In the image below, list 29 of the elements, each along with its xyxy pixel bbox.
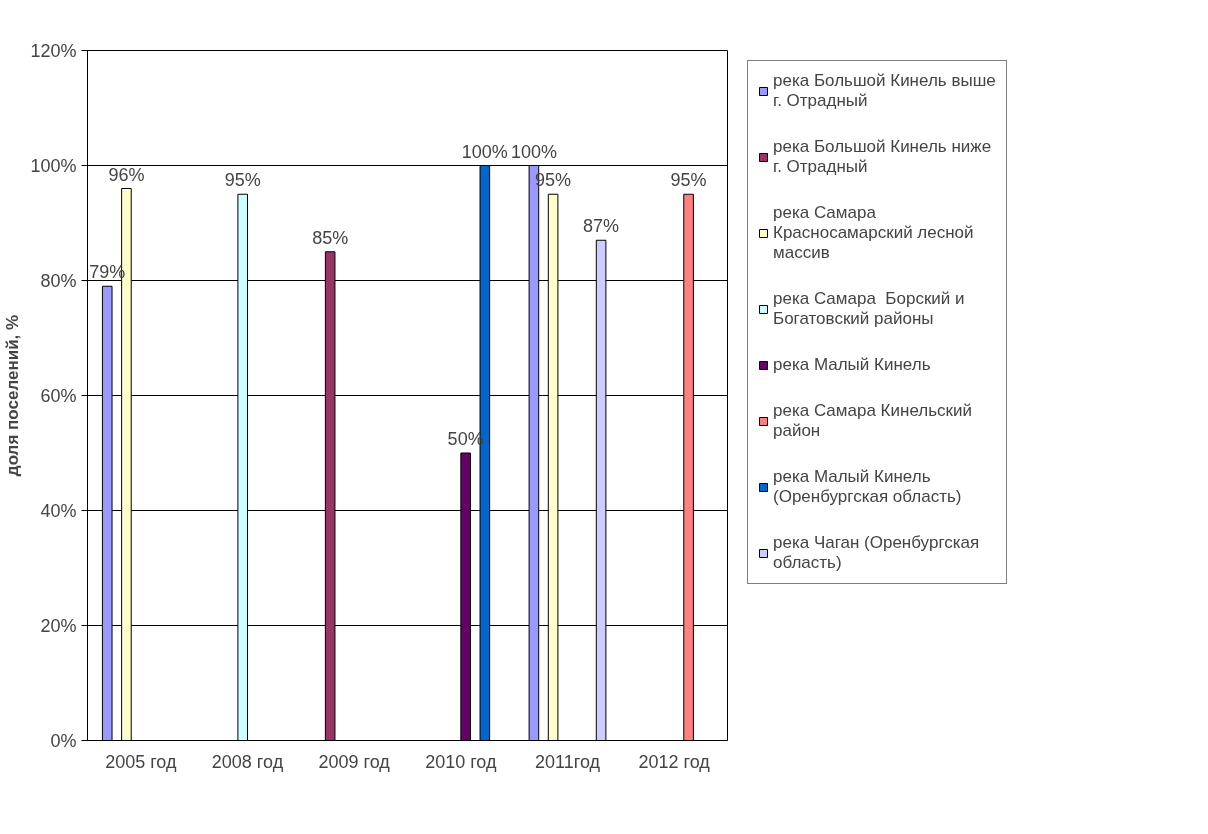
y-tick-label: 80% xyxy=(40,270,77,291)
y-tick-label: 20% xyxy=(40,615,77,636)
x-tick-label: 2012 год xyxy=(638,751,711,772)
data-label: 95% xyxy=(224,170,261,191)
y-tick-label: 40% xyxy=(40,500,77,521)
data-label: 96% xyxy=(108,164,145,185)
y-axis-title: доля поселений, % xyxy=(3,314,23,477)
data-label: 95% xyxy=(670,170,707,191)
y-tick-label: 0% xyxy=(50,730,77,751)
legend-label: река Самара Борский и Богатовский районы xyxy=(773,289,965,329)
x-tick-label: 2009 год xyxy=(318,751,391,772)
data-label: 85% xyxy=(312,227,349,248)
data-label: 87% xyxy=(583,216,620,237)
data-label: 100% xyxy=(510,141,557,162)
legend-label: река Чаган (Оренбургская область) xyxy=(773,533,980,573)
x-tick-label: 2010 год xyxy=(425,751,497,772)
legend-label: река Малый Кинель (Оренбургская область) xyxy=(773,467,962,507)
data-label: 100% xyxy=(461,141,508,162)
legend-label: река Самара Кинельский район xyxy=(773,401,972,441)
legend-label: река Большой Кинель ниже г. Отрадный xyxy=(773,137,992,177)
legend-label: река Большой Кинель выше г. Отрадный xyxy=(773,71,996,111)
x-tick-label: 2005 год xyxy=(105,751,177,772)
legend-label: река Малый Кинель xyxy=(773,355,931,375)
legend-label: река Самара Красносамарский лесной массив xyxy=(773,203,974,263)
x-tick-label: 2011год xyxy=(535,751,601,772)
y-tick-label: 60% xyxy=(40,385,77,406)
y-tick-label: 120% xyxy=(30,40,77,61)
y-tick-label: 100% xyxy=(30,155,77,176)
x-tick-label: 2008 год xyxy=(211,751,284,772)
